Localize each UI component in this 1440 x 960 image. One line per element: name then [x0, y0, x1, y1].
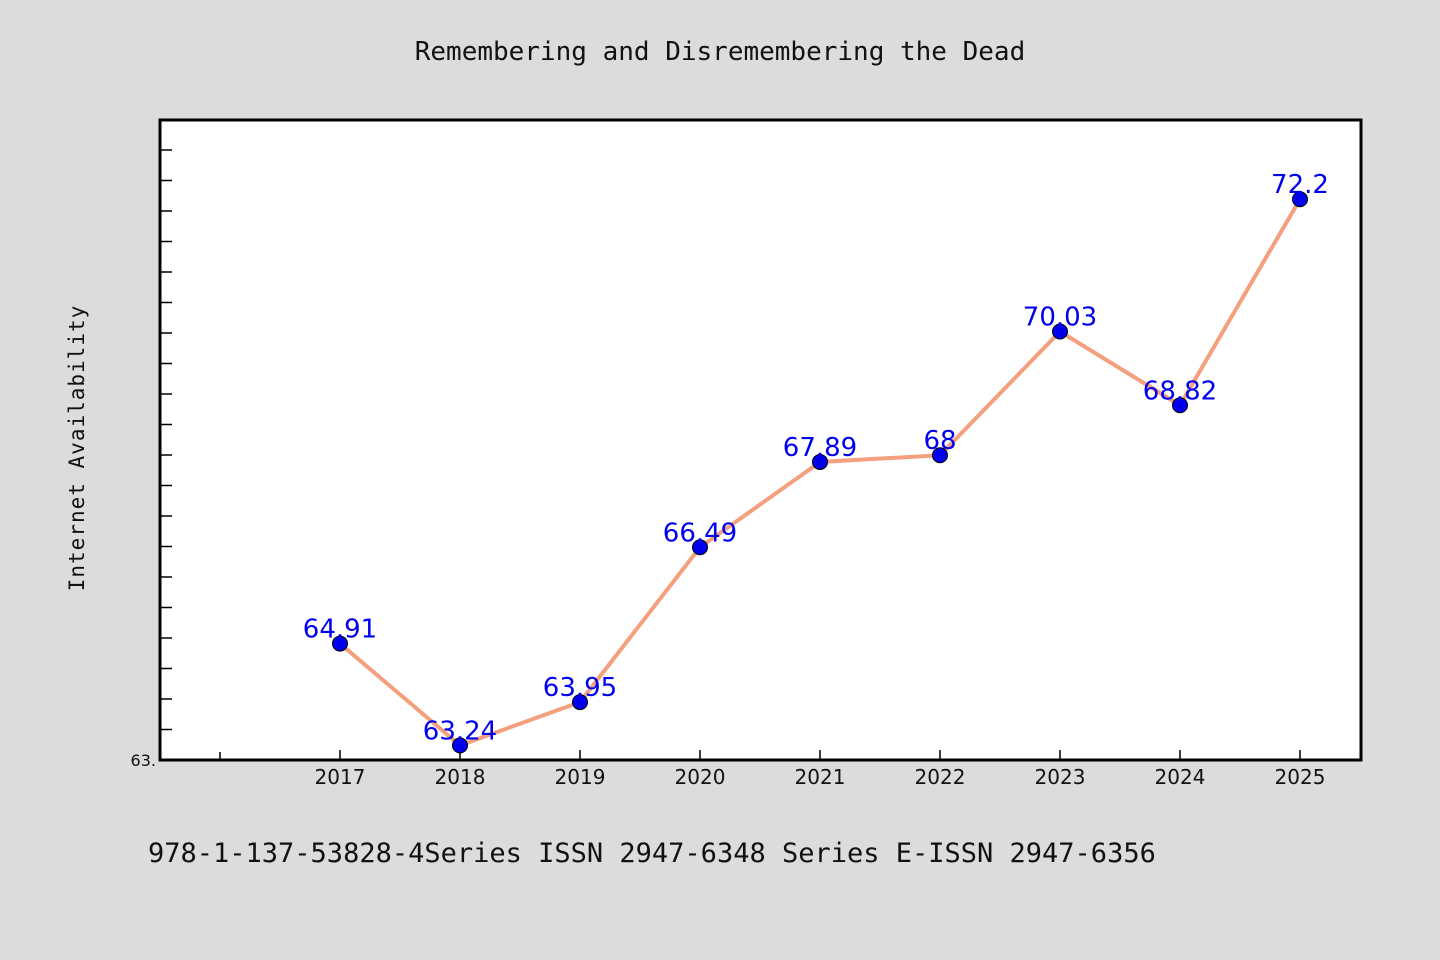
chart-title: Remembering and Disremembering the Dead: [415, 37, 1025, 67]
x-axis-ticks: 2017 2018 2019 2020 2021 2022 2023 2024 2025: [219, 750, 1326, 789]
data-point-marker: [1292, 191, 1308, 208]
data-label: 67.89: [783, 433, 857, 463]
data-point-marker: [692, 539, 708, 556]
footer-isbn-issn: 978-1-137-53828-4Series ISSN 2947-6348 S…: [148, 838, 1156, 869]
data-label: 66.49: [663, 518, 737, 548]
x-tick-label: 2018: [435, 765, 486, 789]
data-label: 72.2: [1271, 170, 1329, 200]
data-label: 63.24: [423, 716, 497, 746]
data-label: 64.91: [303, 615, 377, 645]
data-label: 63.95: [543, 673, 617, 703]
x-tick-label: 2025: [1275, 765, 1326, 789]
x-tick-label: 2021: [795, 765, 846, 789]
data-point-marker: [332, 635, 348, 652]
x-tick-label: 2020: [675, 765, 726, 789]
x-tick-label: 2024: [1155, 765, 1206, 789]
data-point-marker: [452, 737, 468, 754]
y-axis-ticks: [160, 149, 172, 731]
data-point-marker: [932, 447, 948, 464]
data-label: 70.03: [1023, 303, 1097, 333]
x-tick-label: 2022: [915, 765, 966, 789]
x-tick-label: 2017: [315, 765, 366, 789]
data-markers: [332, 191, 1308, 754]
x-tick-label: 2019: [555, 765, 606, 789]
data-point-marker: [1052, 323, 1068, 340]
y-axis-label: Internet Availability: [65, 305, 89, 592]
data-point-marker: [1172, 397, 1188, 414]
data-labels: 64.91 63.24 63.95 66.49 67.89 68 70.03 68.82 72.…: [303, 170, 1329, 746]
y-tick-label: 63.: [131, 751, 156, 770]
data-point-marker: [812, 453, 828, 470]
data-label: 68: [923, 426, 956, 456]
data-point-marker: [572, 694, 588, 711]
x-tick-label: 2023: [1035, 765, 1086, 789]
data-label: 68.82: [1143, 376, 1217, 406]
plot-area: [158, 118, 1363, 762]
